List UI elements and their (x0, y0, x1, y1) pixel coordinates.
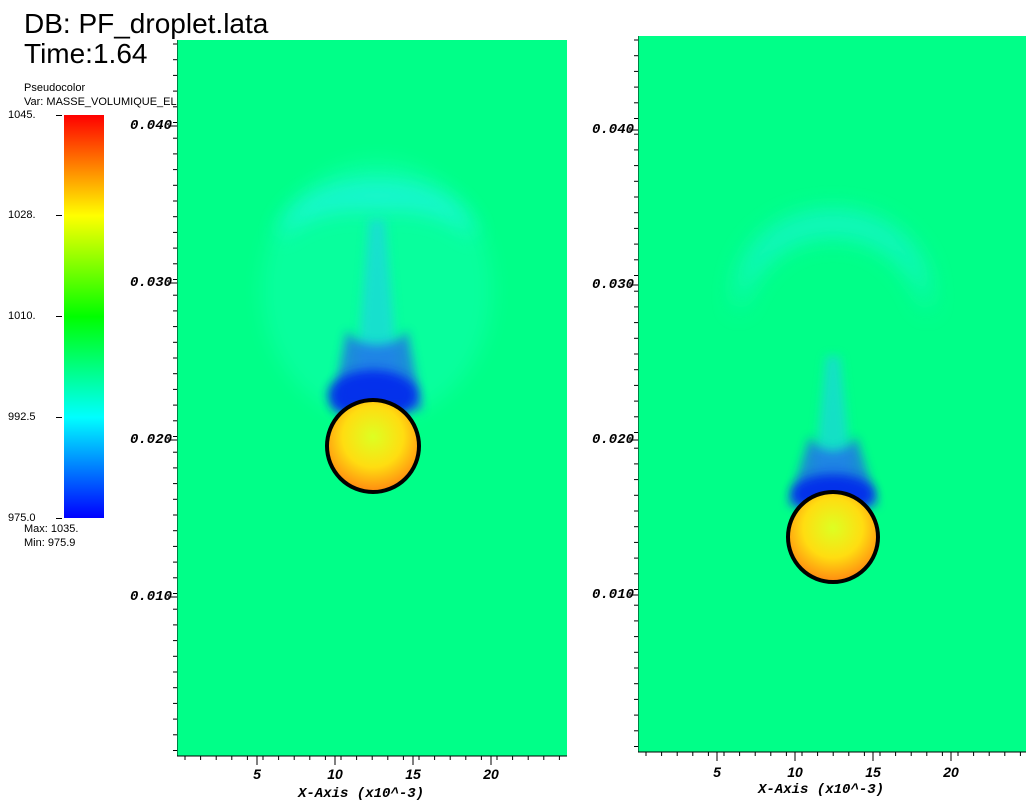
wake-stem (814, 356, 852, 476)
colorbar-tick-label: 1010. (8, 310, 36, 322)
colorbar-tick (56, 518, 62, 519)
colorbar-tick-label: 1028. (8, 209, 36, 221)
x-tick-label: 15 (865, 764, 881, 780)
plot-right-field (638, 36, 1026, 752)
y-tick-label: 0.030 (591, 277, 634, 293)
y-tick-label: 0.030 (129, 275, 172, 291)
y-tick-label: 0.010 (129, 589, 172, 605)
legend-plot-type: Pseudocolor (24, 82, 86, 94)
plot-left (177, 40, 567, 756)
x-tick-label: 5 (253, 766, 261, 782)
colorbar-tick-label: 992.5 (8, 411, 36, 423)
colorbar-tick-label: 1045. (8, 109, 36, 121)
x-tick-label: 10 (787, 764, 803, 780)
y-tick-label: 0.020 (129, 432, 172, 448)
y-tick-label: 0.040 (129, 118, 172, 134)
y-tick-label: 0.020 (591, 432, 634, 448)
time-label: Time:1.64 (24, 38, 148, 69)
x-axis-title: X-Axis (x10^-3) (758, 782, 885, 798)
x-tick-label: 10 (327, 766, 343, 782)
y-tick-label: 0.010 (591, 587, 634, 603)
droplet (325, 398, 421, 494)
legend-max: Max: 1035. (24, 523, 79, 535)
colorbar-tick (56, 215, 62, 216)
colorbar-tick (56, 115, 62, 116)
x-tick-label: 20 (483, 766, 499, 782)
x-tick-label: 20 (943, 764, 959, 780)
plot-right (638, 36, 1026, 752)
colorbar (64, 115, 104, 518)
wake-cap (736, 211, 930, 316)
x-tick-label: 5 (713, 764, 721, 780)
legend-var-label: Var: MASSE_VOLUMIQUE_ELEM_dom (24, 96, 221, 108)
colorbar-tick-label: 975.0 (8, 512, 36, 524)
colorbar-tick (56, 316, 62, 317)
droplet (786, 490, 880, 584)
x-axis-title: X-Axis (x10^-3) (298, 786, 425, 802)
legend-min: Min: 975.9 (24, 537, 76, 549)
x-tick-label: 15 (405, 766, 421, 782)
db-title: DB: PF_droplet.lata (24, 8, 269, 39)
colorbar-tick (56, 417, 62, 418)
plot-left-field (177, 40, 567, 756)
y-tick-label: 0.040 (591, 122, 634, 138)
